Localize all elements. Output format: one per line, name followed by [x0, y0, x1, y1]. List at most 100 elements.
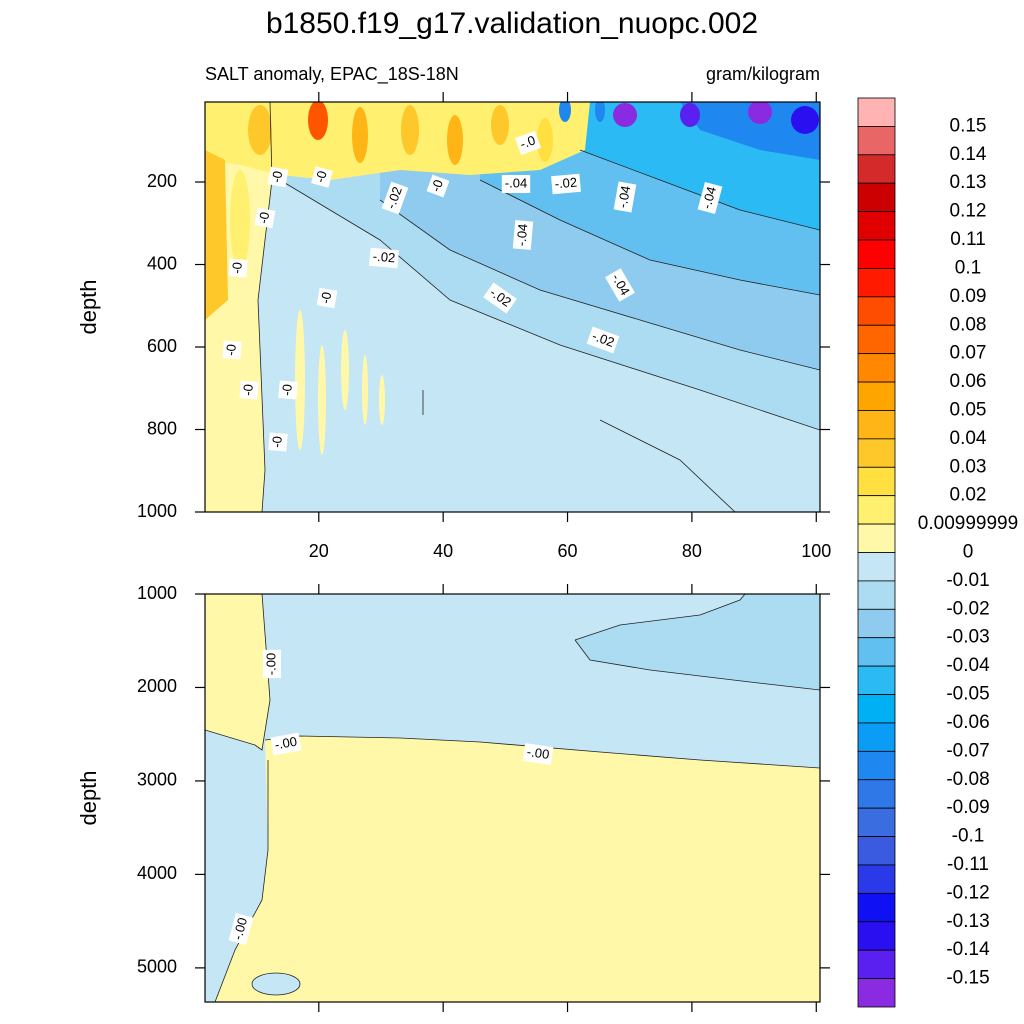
colorbar-box [857, 353, 896, 383]
colorbar-box [857, 296, 896, 326]
colorbar-label: 0.09 [950, 286, 987, 307]
x-tick-label: 80 [682, 541, 702, 561]
contour-label-box [267, 166, 289, 188]
colorbar-box [857, 722, 896, 752]
colorbar-label: -0.14 [946, 939, 990, 960]
colorbar-box [857, 608, 896, 639]
contour-fill [205, 594, 820, 1002]
colorbar-box [857, 523, 896, 553]
contour-label-text: -0 [428, 178, 446, 194]
colorbar-label: -0.12 [946, 882, 989, 903]
colorbar-box [857, 381, 896, 411]
colorbar-label: -0.13 [946, 911, 989, 932]
colorbar-label: 0.03 [950, 456, 987, 477]
colorbar-label: 0.1 [955, 257, 981, 278]
colorbar-box [857, 637, 896, 667]
colorbar-box [857, 750, 896, 781]
contour-label: -.00 [263, 649, 281, 679]
x-tick-label: 20 [309, 541, 329, 561]
contour-label-box [483, 282, 517, 314]
x-tick-label: 40 [433, 541, 453, 561]
contour-label-box [270, 732, 302, 756]
contour-label: -.02 [381, 181, 409, 215]
x-tick-label: 60 [558, 541, 578, 561]
contour-label-box [369, 247, 399, 269]
contour-label: -0 [222, 340, 242, 360]
colorbar-box [857, 182, 896, 213]
y-tick-label: 600 [147, 336, 177, 356]
y-tick-label: 1000 [137, 583, 177, 603]
subtitle-right: gram/kilogram [706, 64, 820, 84]
colorbar-label: 0.14 [950, 144, 987, 165]
colorbar-label: 0.11 [950, 229, 986, 250]
colorbar-box [857, 779, 896, 809]
y-tick-label: 2000 [137, 676, 177, 696]
contour-label-text: -0 [223, 343, 239, 356]
colorbar-box [857, 324, 896, 355]
contour-label: -.04 [613, 181, 637, 213]
contour-label-box [697, 181, 723, 215]
y-tick-label: 1000 [137, 501, 177, 521]
y-tick-label: 200 [147, 171, 177, 191]
colorbar-label: 0.06 [950, 371, 987, 392]
contour-label: -0 [426, 174, 450, 198]
contour-label-text: -.00 [526, 744, 550, 762]
colorbar-box [857, 438, 896, 468]
colorbar-label: 0.05 [950, 399, 987, 420]
y-tick-label: 400 [147, 253, 177, 273]
contour-label: -0 [311, 166, 333, 188]
colorbar-box [857, 892, 896, 923]
colorbar-label: -0.04 [946, 655, 990, 676]
contour-label-box [551, 173, 581, 195]
colorbar-box [857, 694, 896, 724]
contour-label-box [278, 380, 298, 400]
colorbar-label: -0.1 [952, 826, 985, 847]
contour-label-box [605, 268, 635, 302]
colorbar-label: 0 [963, 542, 974, 563]
colorbar-box [857, 836, 896, 866]
contour-label-text: -.04 [513, 223, 530, 247]
y-axis-label: depth [76, 770, 101, 825]
contour-label: -0 [268, 432, 288, 452]
contour-label: -.00 [270, 732, 302, 756]
contour-label: -.04 [697, 181, 723, 215]
colorbar-box [857, 466, 896, 497]
colorbar-label: -0.02 [946, 598, 989, 619]
colorbar-label: 0.08 [950, 314, 987, 335]
contour-label-box [254, 207, 276, 229]
colorbar-box [857, 239, 896, 269]
contour-label: -.02 [551, 173, 581, 195]
contour-label-box [426, 174, 450, 198]
colorbar-box [857, 949, 896, 979]
colorbar-label: -0.15 [946, 968, 989, 989]
contour-label-text: -.04 [699, 185, 719, 211]
contour-label: -0 [267, 166, 289, 188]
colorbar-label: -0.07 [946, 740, 989, 761]
contour-label-text: -.02 [372, 248, 396, 265]
colorbar-box [857, 665, 896, 695]
contour-label-box [263, 649, 281, 679]
contour-label-box [316, 287, 338, 309]
colorbar-label: -0.03 [946, 627, 989, 648]
contour-label: -0 [254, 207, 276, 229]
contour-label-text: -.00 [263, 653, 278, 675]
colorbar-label: -0.06 [946, 712, 989, 733]
contour-label-box [586, 326, 620, 354]
contour-label-box [512, 220, 534, 250]
y-tick-label: 3000 [137, 770, 177, 790]
contour-label-box [514, 130, 542, 156]
contour-label-text: -.04 [505, 175, 527, 190]
plot-frame [204, 593, 821, 1003]
colorbar-label: 0.02 [950, 485, 987, 506]
colorbar-box [857, 268, 896, 298]
contour-fill [205, 102, 820, 512]
colorbar-box [857, 126, 896, 156]
contour-label-text: -0 [240, 383, 256, 396]
contour-label: -.0 [514, 130, 542, 156]
colorbar-label: -0.01 [946, 570, 989, 591]
contour-label: -0 [278, 380, 298, 400]
contour-label-text: -0 [256, 211, 273, 225]
contour-label-text: -0 [269, 435, 285, 448]
contour-label: -.04 [501, 175, 531, 193]
colorbar-label: 0.00999999 [918, 513, 1018, 534]
